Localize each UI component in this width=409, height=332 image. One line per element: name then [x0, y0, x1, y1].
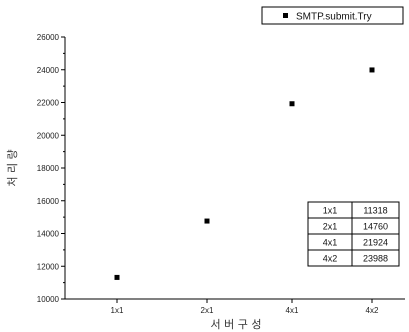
- y-tick-label: 26000: [37, 33, 60, 42]
- data-points: [114, 67, 375, 280]
- x-tick-label: 2x1: [201, 306, 214, 315]
- legend-marker: [283, 13, 288, 18]
- table-cell-value: 11318: [363, 206, 387, 216]
- x-tick-label: 4x1: [286, 306, 299, 315]
- y-ticks: 10000 12000 14000 16000 18000 20000 22000 24000…: [37, 33, 65, 304]
- table-cell-config: 1x1: [323, 206, 338, 216]
- y-tick-label: 24000: [37, 66, 60, 75]
- legend-box: [261, 6, 404, 25]
- x-tick-label: 4x2: [366, 306, 379, 315]
- data-point: [204, 218, 210, 224]
- x-tick-label: 1x1: [111, 306, 124, 315]
- x-axis-title: 서 버 구 성: [211, 318, 262, 331]
- y-tick-label: 20000: [37, 131, 60, 140]
- y-tick-label: 22000: [37, 99, 60, 108]
- x-ticks: 1x1 2x1 4x1 4x2: [111, 299, 379, 315]
- table-cell-value: 23988: [363, 254, 388, 264]
- y-tick-label: 18000: [37, 164, 60, 173]
- y-tick-label: 12000: [37, 262, 60, 271]
- legend-entry: SMTP.submit.Try: [296, 12, 372, 23]
- table-cell-value: 21924: [363, 238, 388, 248]
- table-cell-value: 14760: [363, 222, 388, 232]
- data-table: 1x1 11318 2x1 14760 4x1 21924 4x2 23988: [307, 201, 400, 267]
- y-axis-title: 처 리 량: [6, 149, 19, 186]
- table-cell-config: 2x1: [323, 222, 338, 232]
- data-point: [369, 67, 375, 73]
- y-tick-label: 14000: [37, 230, 60, 239]
- table-cell-config: 4x1: [323, 238, 338, 248]
- data-point: [114, 274, 120, 280]
- y-tick-label: 10000: [37, 295, 60, 304]
- legend: SMTP.submit.Try: [261, 6, 404, 25]
- data-point: [289, 101, 295, 107]
- y-tick-label: 16000: [37, 197, 60, 206]
- table-cell-config: 4x2: [323, 254, 338, 264]
